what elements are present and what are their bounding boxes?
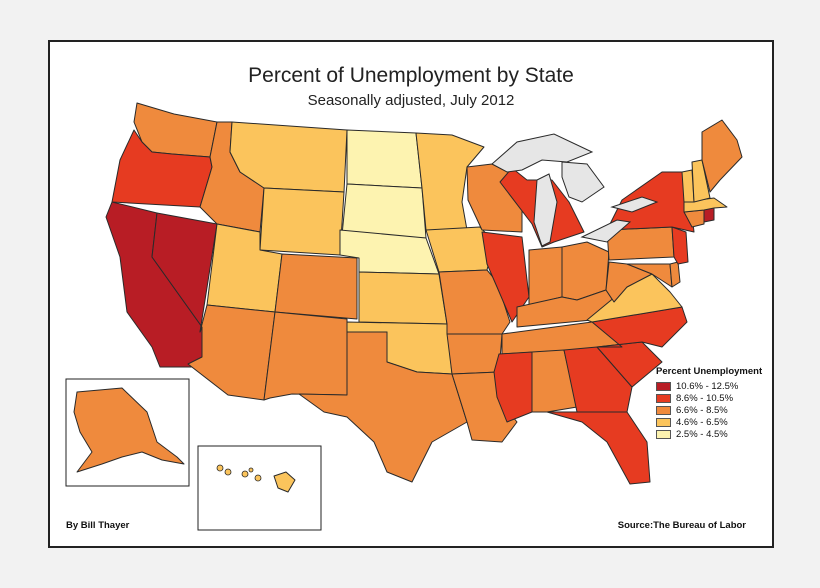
legend-label: 4.6% - 6.5% [676,416,728,428]
legend-label: 10.6% - 12.5% [676,380,739,392]
hawaii-island [248,467,254,473]
state-wyoming [259,187,345,256]
map-title: Percent of Unemployment by State [248,64,574,87]
state-texas [298,331,468,483]
legend-swatch [656,417,671,427]
state-indiana [528,246,563,306]
state-delaware [669,261,681,288]
state-illinois [481,231,530,323]
state-hawaii [273,471,296,493]
hawaii-island [241,470,249,478]
legend-item: 10.6% - 12.5% [656,380,762,392]
legend-item: 4.6% - 6.5% [656,416,762,428]
map-frame: Percent of Unemployment by State Seasona… [48,40,774,548]
state-alaska [73,387,185,473]
state-arkansas [446,333,503,375]
us-choropleth-map [65,102,743,531]
legend-swatch [656,405,671,415]
lake-huron [561,161,605,203]
state-north-dakota [346,129,423,189]
state-new-hampshire [691,159,711,203]
author-credit: By Bill Thayer [66,520,130,531]
state-north-carolina [591,306,688,348]
legend-item: 8.6% - 10.5% [656,392,762,404]
legend: Percent Unemployment 10.6% - 12.5% 8.6% … [656,366,762,440]
state-south-dakota [341,183,427,239]
state-kansas [358,271,448,325]
lake-ontario [610,196,659,213]
hawaii-inset-box [197,445,322,531]
state-missouri [438,269,511,335]
legend-swatch [656,429,671,439]
legend-label: 2.5% - 4.5% [676,428,728,440]
legend-swatch [656,381,671,391]
state-minnesota [415,132,485,231]
alaska-inset-box [65,378,190,487]
state-maine [701,119,743,193]
legend-item: 2.5% - 4.5% [656,428,762,440]
state-georgia [563,346,633,413]
map-subtitle: Seasonally adjusted, July 2012 [307,92,515,109]
legend-swatch [656,393,671,403]
state-florida [546,411,651,485]
legend-title: Percent Unemployment [656,366,763,377]
source-credit: Source:The Bureau of Labor [617,520,746,531]
lake-erie [580,219,632,243]
hawaii-island [254,474,262,482]
legend-item: 6.6% - 8.5% [656,404,762,416]
state-alabama [531,349,578,413]
state-new-mexico [263,311,348,401]
hawaii-island [216,464,224,472]
state-new-jersey [671,226,689,265]
lake-michigan [533,173,558,247]
legend-label: 6.6% - 8.5% [676,404,728,416]
state-colorado [274,253,358,320]
legend-label: 8.6% - 10.5% [676,392,734,404]
hawaii-island [224,468,232,476]
